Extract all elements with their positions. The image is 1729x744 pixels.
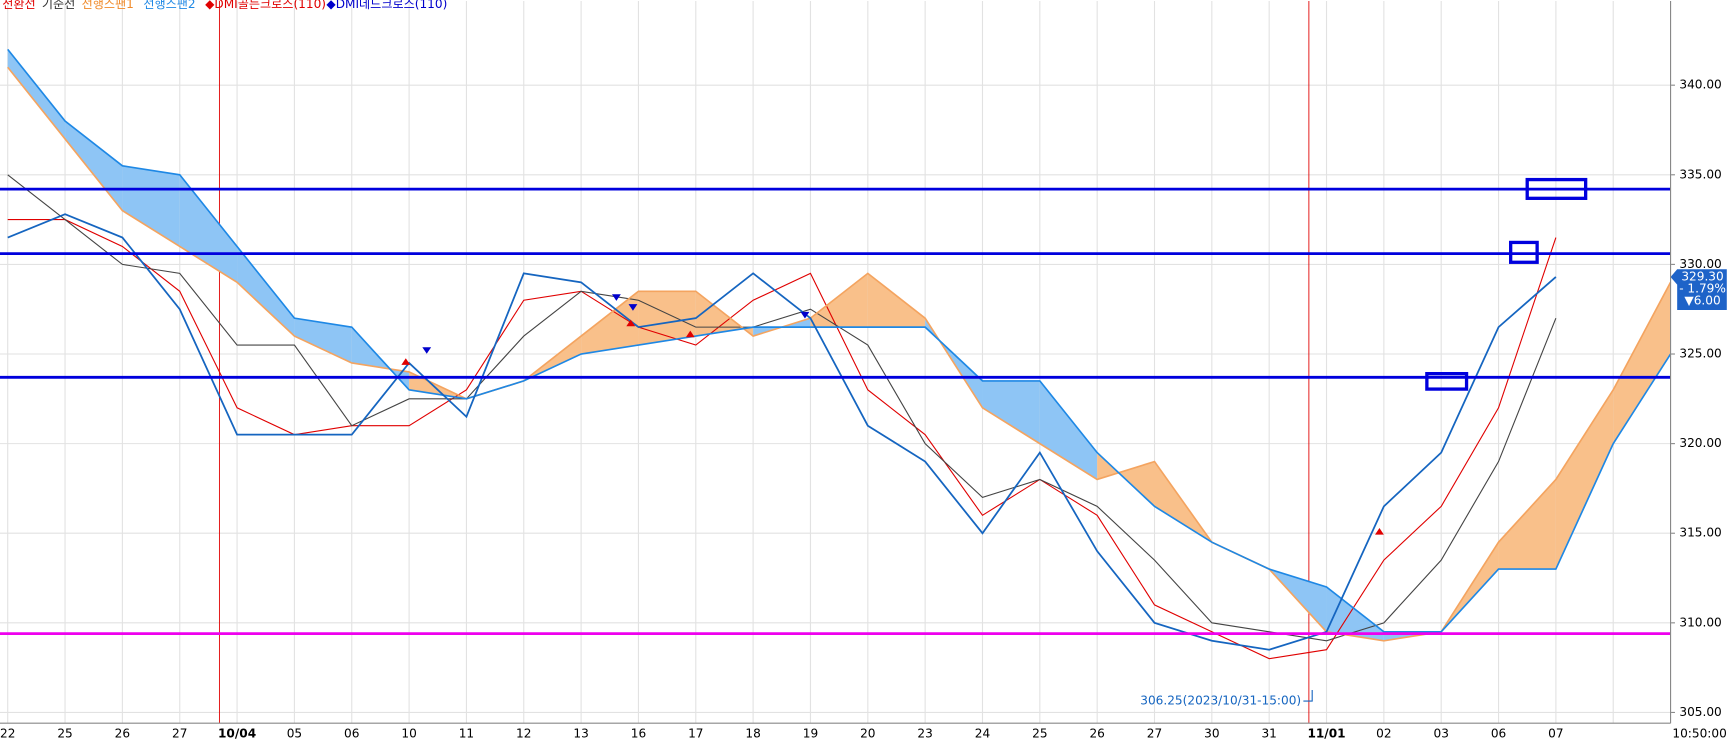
- cloud: [1555, 389, 1614, 570]
- y-tick-label: 340.00: [1679, 78, 1721, 92]
- series-line: [7, 174, 1557, 642]
- price-tag-diff: ▼6.00: [1684, 294, 1720, 308]
- y-tick-label: 325.00: [1679, 347, 1721, 361]
- x-tick-label: 07: [1548, 727, 1563, 741]
- x-tick-label: 02: [1376, 727, 1391, 741]
- series-line: [7, 66, 1672, 642]
- y-tick-label: 310.00: [1679, 615, 1721, 629]
- x-tick-label: 13: [573, 727, 588, 741]
- x-tick-label: 06: [1491, 727, 1506, 741]
- plot: 306.25(2023/10/31-15:00) 329.30- 1.79%▼6.…: [0, 48, 1727, 708]
- drawn-boxes: [1425, 177, 1588, 391]
- x-tick-label: 25: [57, 727, 72, 741]
- y-tick-label: 305.00: [1679, 705, 1721, 719]
- series-line: [7, 219, 1557, 660]
- y-tick-label: 315.00: [1679, 526, 1721, 540]
- cloud: [581, 291, 639, 355]
- x-tick-label: 20: [860, 727, 875, 741]
- legend-entry: ◆DMI골든크로스(110): [205, 0, 326, 11]
- x-tick-label: 27: [172, 727, 187, 741]
- x-tick-label: 12: [516, 727, 531, 741]
- price-tag-value: 329.30: [1681, 269, 1723, 283]
- x-tick-label: 19: [803, 727, 818, 741]
- legend-entry: 전환선: [2, 0, 35, 11]
- y-tick-label: 335.00: [1679, 167, 1721, 181]
- cloud: [7, 49, 66, 139]
- x-tick-label: 24: [975, 727, 991, 741]
- x-tick-label: 25: [1032, 727, 1047, 741]
- box: [1509, 240, 1539, 264]
- x-tick-label: 26: [1089, 727, 1104, 741]
- cloud: [237, 246, 295, 337]
- annotation: 306.25(2023/10/31-15:00): [1140, 694, 1301, 708]
- x-tick-label: 31: [1261, 727, 1276, 741]
- x-tick-label: 10: [401, 727, 416, 741]
- x-tick-label: 06: [344, 727, 359, 741]
- x-tick-label: 17: [688, 727, 703, 741]
- x-tick-label: 27: [1147, 727, 1162, 741]
- x-tick-label: 30: [1204, 727, 1219, 741]
- cloud: [1498, 479, 1556, 570]
- cloud: [294, 318, 352, 363]
- box: [1425, 372, 1469, 391]
- cloud: [1613, 282, 1671, 444]
- cloud: [810, 273, 868, 328]
- x-tick-label: 11: [459, 727, 474, 741]
- price-tag-change: - 1.79%: [1679, 282, 1726, 296]
- legend-entry: 선행스팬2: [143, 0, 195, 11]
- legend-entry: 기준선: [42, 0, 75, 11]
- box: [1525, 177, 1588, 200]
- x-tick-label: 22: [0, 727, 15, 741]
- x-tick-label: 23: [917, 727, 932, 741]
- time-label: 10:50:00: [1672, 727, 1726, 741]
- x-tick-label: 05: [287, 727, 302, 741]
- x-tick-label: 03: [1433, 727, 1448, 741]
- price-line: [7, 213, 1557, 651]
- x-tick-label: 18: [745, 727, 760, 741]
- y-tick-label: 320.00: [1679, 436, 1721, 450]
- legend: 전환선 기준선 선행스팬1 선행스팬2 ◆DMI골든크로스(110) ◆DMI데드크로스(…: [2, 0, 447, 11]
- legend-entry: ◆DMI데드크로스(110): [326, 0, 447, 11]
- cloud: [867, 273, 926, 328]
- series-line: [7, 48, 1672, 633]
- x-tick-label: 11/01: [1307, 727, 1345, 741]
- cloud: [1039, 380, 1098, 480]
- x-tick-label: 16: [631, 727, 646, 741]
- annotation-pointer: [1303, 690, 1313, 702]
- cloud: [122, 165, 180, 247]
- y-tick-label: 330.00: [1679, 257, 1721, 271]
- x-tick-label: 10/04: [218, 727, 256, 741]
- x-tick-label: 26: [115, 727, 130, 741]
- legend-entry: 선행스팬1: [82, 0, 134, 11]
- cloud: [982, 380, 1040, 444]
- price-tag: [1670, 269, 1727, 311]
